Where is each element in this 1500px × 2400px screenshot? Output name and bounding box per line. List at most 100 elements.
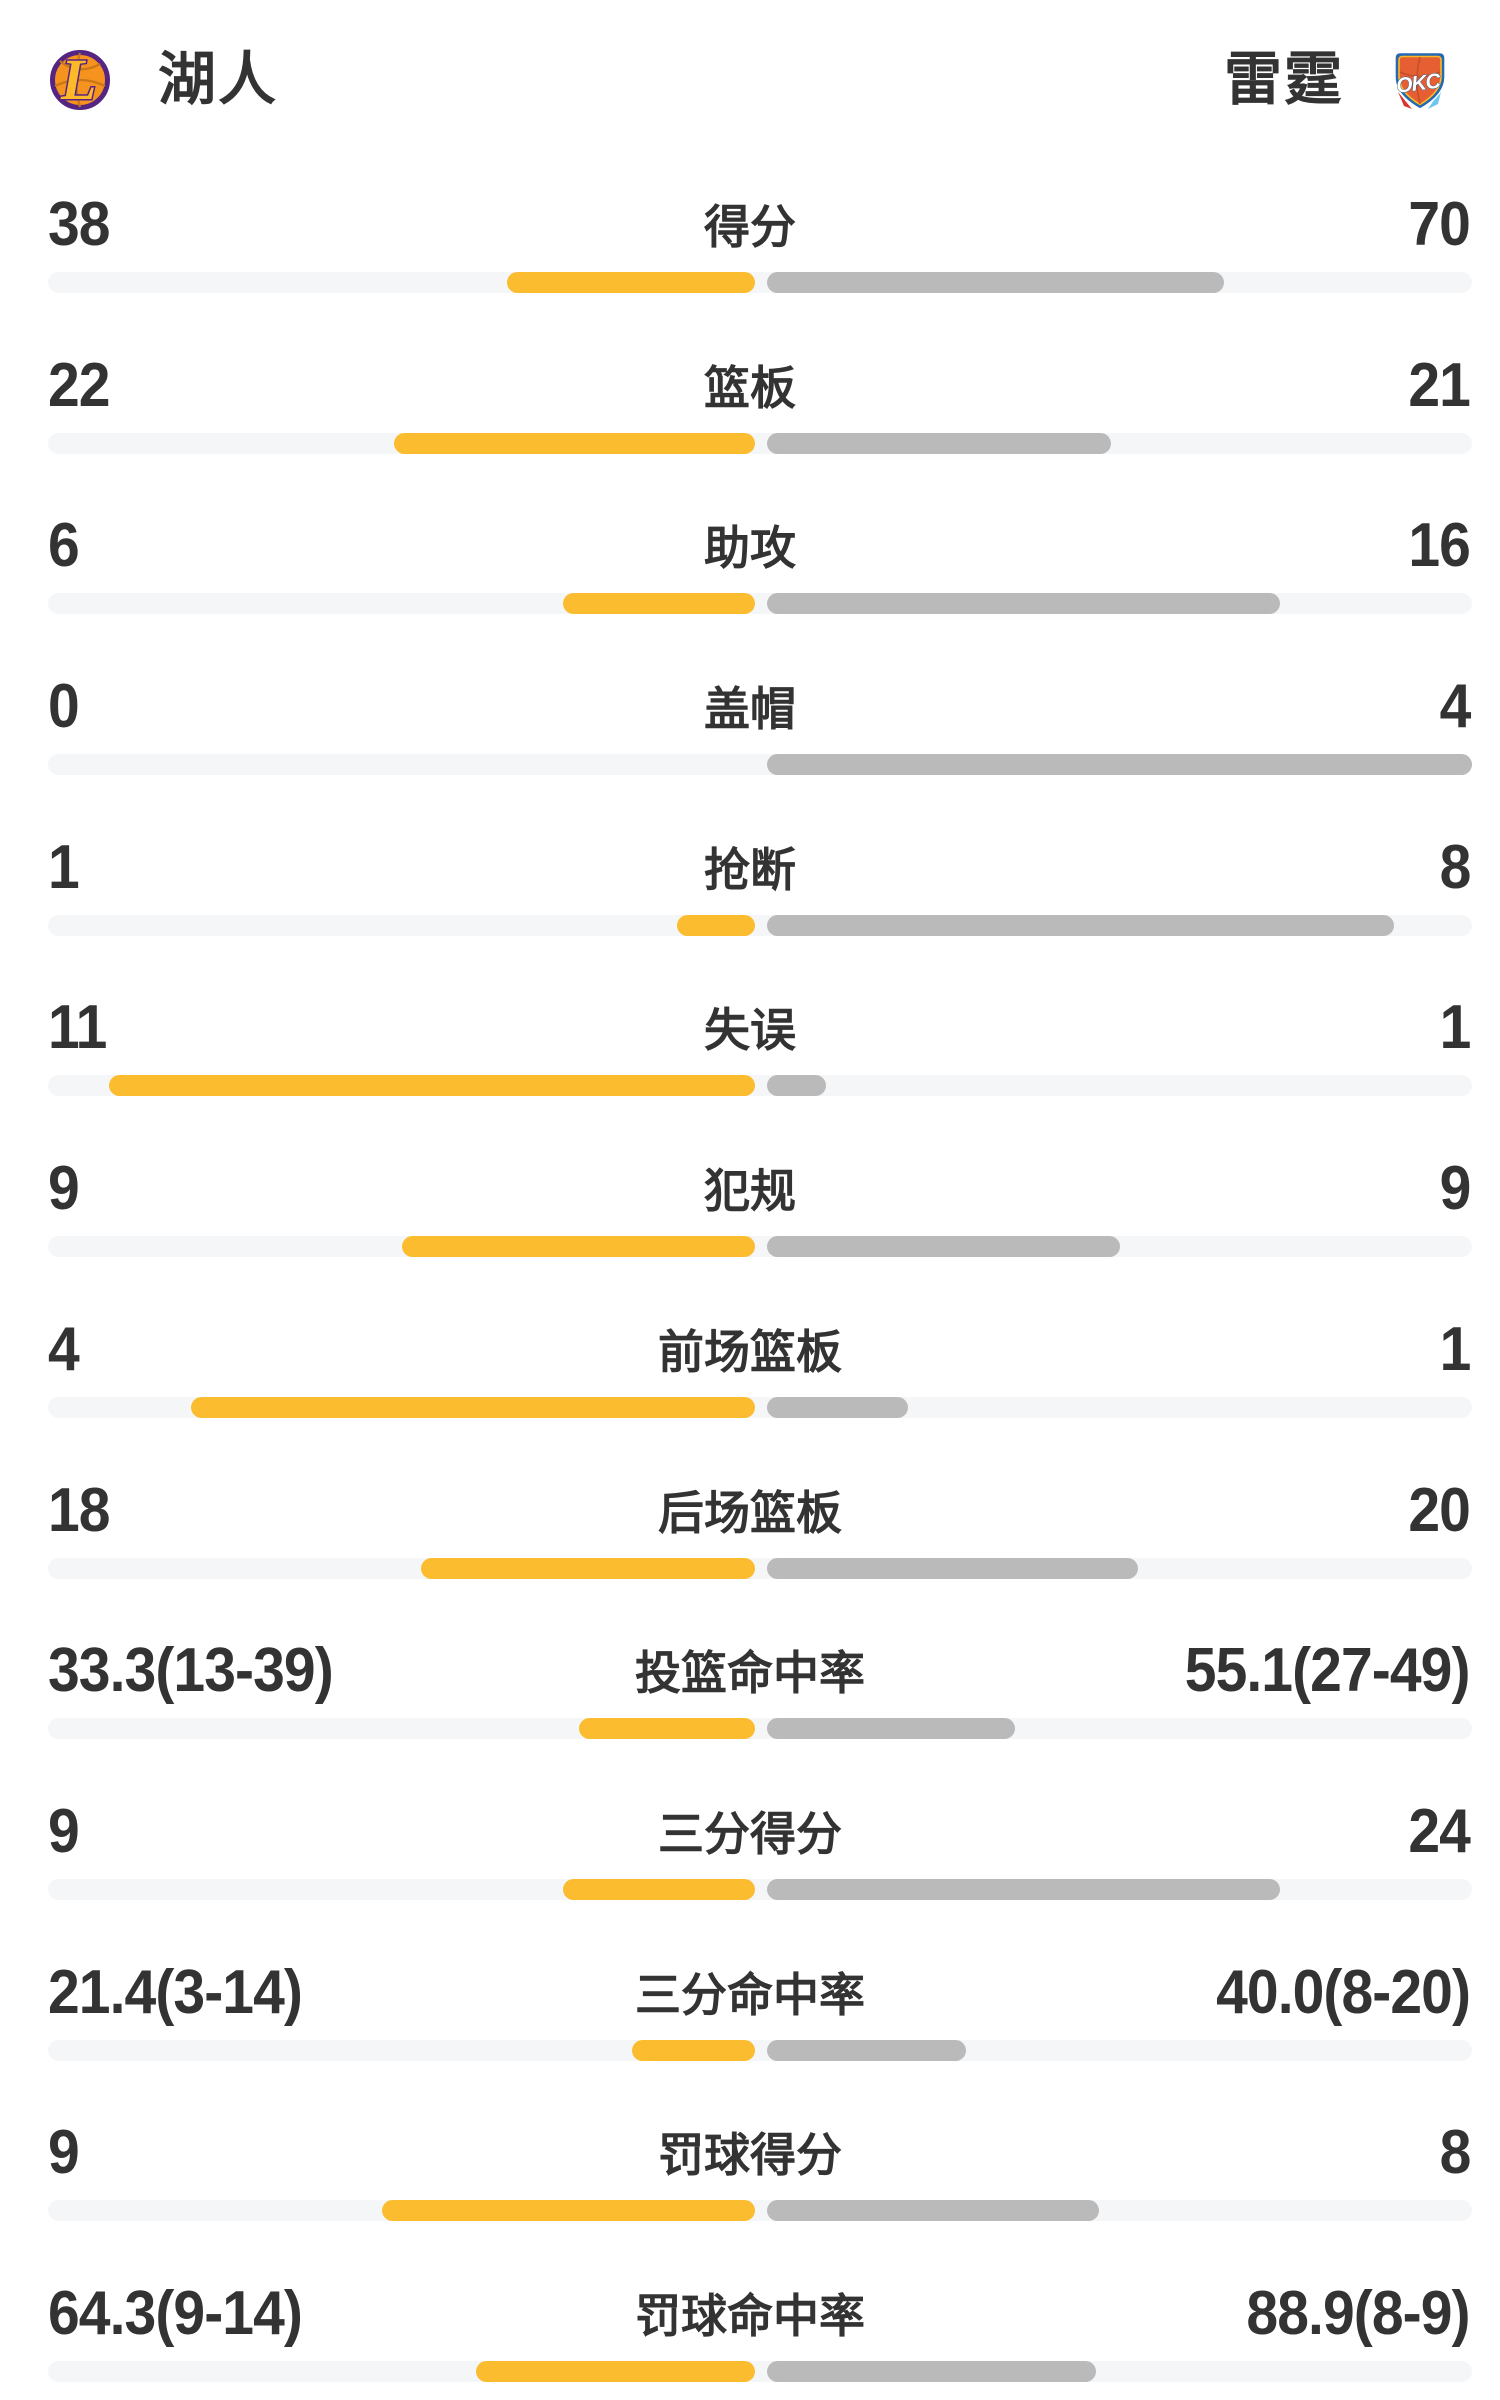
stat-label: 失误 [704,1004,796,1057]
stat-value-away: 20 [1408,1475,1471,1545]
stat-row: 21.4(3-14) 三分命中率 40.0(8-20) [0,1915,1500,2076]
stat-bar-home [579,1718,755,1740]
stat-bar-away [767,2039,966,2061]
team-home-name: 湖人 [158,47,279,112]
stat-value-home: 9 [48,1154,80,1224]
stat-value-away: 88.9(8-9) [1246,2278,1471,2348]
header: L 湖人 雷霆 OKC [48,44,1452,116]
stat-label: 抢断 [704,843,796,896]
stat-bar-track [48,432,1472,454]
stat-bar-track [48,1236,1472,1258]
stat-value-away: 55.1(27-49) [1185,1636,1471,1706]
stat-bar-home [476,2360,755,2382]
lakers-logo-letter: L [60,48,96,112]
stat-value-away: 8 [1439,2118,1471,2188]
stat-label: 三分得分 [658,1807,842,1860]
stat-bar-home [421,1557,755,1579]
stat-row: 4 前场篮板 1 [0,1272,1500,1433]
stat-row: 9 犯规 9 [0,1111,1500,1272]
stat-bar-away [767,1236,1120,1258]
stat-value-away: 9 [1439,1154,1471,1224]
stat-value-away: 16 [1408,511,1471,581]
stat-value-away: 1 [1439,993,1471,1063]
stat-value-away: 40.0(8-20) [1216,1957,1471,2027]
stat-bar-home [507,272,755,293]
stat-value-away: 1 [1439,1314,1471,1384]
stat-value-home: 38 [48,190,111,259]
stat-value-home: 9 [48,2118,80,2188]
team-home: L 湖人 [48,44,278,116]
stats-list: 38 得分 70 22 篮板 21 6 助攻 16 0 盖帽 4 1 抢断 8 11 失误 1 9 犯规 9 4 前场篮板 1… [0,147,1500,2397]
stat-row: 38 得分 70 [0,147,1500,308]
stat-bar-home [382,2200,755,2222]
stat-bar-away [767,432,1111,454]
okc-logo-icon: OKC [1388,48,1452,112]
stat-value-home: 4 [48,1314,80,1384]
stat-label: 投篮命中率 [635,1647,865,1700]
lakers-logo-icon: L [48,46,112,114]
stat-label: 后场篮板 [658,1486,842,1539]
stat-bar-away [767,272,1224,293]
stat-row: 18 后场篮板 20 [0,1433,1500,1594]
stat-value-away: 24 [1408,1796,1471,1866]
stat-label: 篮板 [704,361,796,414]
stat-bar-track [48,2360,1472,2382]
stat-bar-track [48,1557,1472,1579]
team-away-name: 雷霆 [1223,47,1344,112]
stat-row: 64.3(9-14) 罚球命中率 88.9(8-9) [0,2236,1500,2397]
stat-bar-home [677,914,755,936]
stat-bar-away [767,1396,908,1418]
stat-bar-away [767,754,1472,776]
stat-row: 33.3(13-39) 投篮命中率 55.1(27-49) [0,1593,1500,1754]
stat-bar-away [767,1718,1015,1740]
stat-value-away: 4 [1439,672,1471,742]
stat-bar-track [48,2200,1472,2222]
stat-label: 罚球得分 [658,2129,842,2182]
stat-row: 9 三分得分 24 [0,1754,1500,1915]
stat-row: 11 失误 1 [0,950,1500,1111]
stat-label: 罚球命中率 [635,2289,865,2342]
stat-label: 助攻 [704,522,796,575]
stat-value-away: 8 [1439,832,1471,902]
stat-bar-home [109,1075,755,1097]
stat-bar-away [767,914,1394,936]
stat-value-home: 22 [48,350,111,420]
stat-bar-away [767,2200,1099,2222]
stat-bar-away [767,1557,1138,1579]
team-away: 雷霆 OKC [1224,44,1452,116]
stat-row: 9 罚球得分 8 [0,2075,1500,2236]
stat-value-home: 1 [48,832,80,902]
stat-bar-track [48,272,1472,293]
stat-bar-track [48,1718,1472,1740]
stat-bar-away [767,2360,1096,2382]
stat-value-home: 0 [48,672,80,742]
stat-bar-away [767,593,1280,615]
stat-label: 犯规 [704,1165,796,1218]
stat-label: 得分 [704,201,796,253]
stat-value-home: 64.3(9-14) [48,2278,303,2348]
stat-bar-home [191,1396,755,1418]
stat-bar-home [632,2039,755,2061]
stat-row: 1 抢断 8 [0,790,1500,951]
stat-bar-home [394,432,755,454]
stat-bar-home [563,593,755,615]
stat-row: 0 盖帽 4 [0,629,1500,790]
stat-value-home: 21.4(3-14) [48,1957,303,2027]
stat-bar-away [767,1075,826,1097]
stat-value-home: 11 [48,993,107,1063]
stat-value-home: 6 [48,511,80,581]
stat-bar-home [563,1878,755,1900]
stat-value-home: 33.3(13-39) [48,1636,334,1706]
stat-row: 6 助攻 16 [0,468,1500,629]
stat-row: 22 篮板 21 [0,308,1500,469]
stat-bar-track [48,2039,1472,2061]
stat-label: 三分命中率 [635,1968,865,2021]
stat-value-home: 9 [48,1796,80,1866]
stat-bar-away [767,1878,1280,1900]
stat-label: 盖帽 [704,683,796,736]
stat-label: 前场篮板 [658,1325,842,1378]
stat-value-home: 18 [48,1475,111,1545]
stat-value-away: 21 [1408,350,1471,420]
stat-value-away: 70 [1408,190,1471,259]
